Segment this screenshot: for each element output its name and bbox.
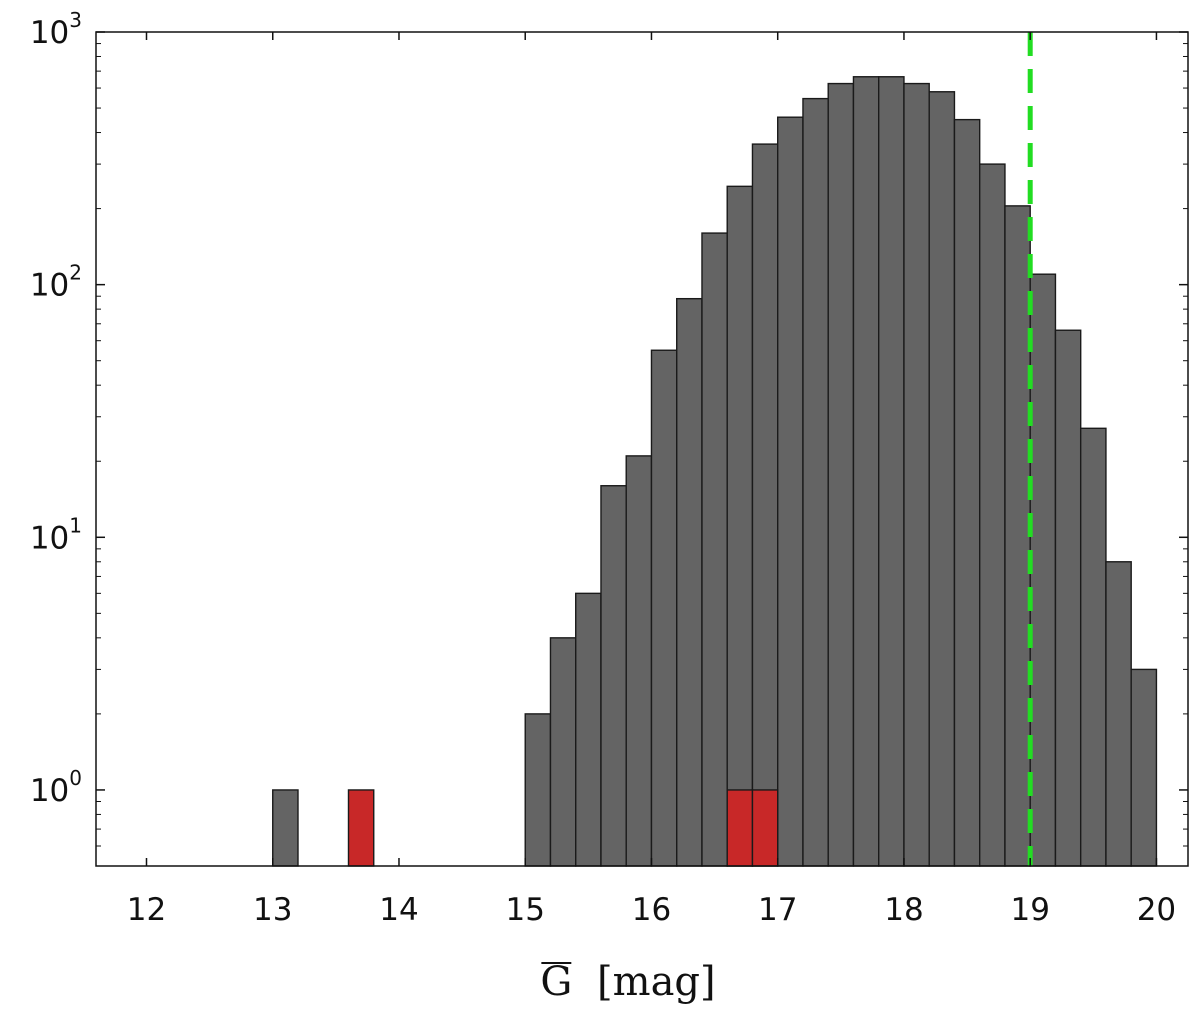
bar-gray-23 <box>1079 427 1107 867</box>
plot-frame <box>95 31 1189 867</box>
y-tick-label: 101 <box>30 513 82 556</box>
y-tick-label: 102 <box>30 261 82 304</box>
x-tick-label: 12 <box>127 892 166 928</box>
bar-gray-19 <box>979 163 1006 867</box>
bar-gray-22 <box>1054 329 1082 867</box>
bar-gray-12 <box>802 97 829 867</box>
bar-gray-5 <box>625 455 653 867</box>
bar-gray-7 <box>676 297 703 867</box>
bar-gray-18 <box>953 118 981 867</box>
bar-gray-10 <box>751 143 779 867</box>
x-tick-label: 13 <box>253 892 292 928</box>
bar-gray-1 <box>524 713 552 867</box>
bar-gray-24 <box>1105 561 1132 867</box>
bar-gray-20 <box>1004 205 1031 867</box>
x-tick-label: 19 <box>1010 892 1049 928</box>
bar-gray-11 <box>777 116 804 867</box>
x-axis-label-unit: [mag] <box>597 959 716 1005</box>
bar-gray-2 <box>549 637 577 867</box>
bar-red-2 <box>751 789 779 867</box>
bar-gray-21 <box>1029 273 1057 867</box>
bar-gray-14 <box>852 76 880 867</box>
bar-red-1 <box>726 789 754 867</box>
bar-gray-0 <box>272 789 299 867</box>
bars-layer <box>272 76 1158 867</box>
bar-gray-16 <box>903 82 930 867</box>
y-tick-label-exponent: 0 <box>69 766 82 790</box>
bar-red-0 <box>347 789 375 867</box>
y-tick-label-base: 10 <box>30 268 69 304</box>
axis-labels-layer: G [mag] <box>540 959 715 1005</box>
bar-gray-13 <box>827 82 855 867</box>
bar-gray-25 <box>1130 668 1158 867</box>
x-tick-label: 14 <box>379 892 418 928</box>
y-tick-label-exponent: 2 <box>69 261 82 285</box>
bar-gray-4 <box>600 485 627 867</box>
x-axis-label-symbol: G <box>540 959 572 1005</box>
bar-gray-15 <box>878 76 905 867</box>
bar-gray-17 <box>928 91 956 867</box>
y-tick-label-base: 10 <box>30 520 69 556</box>
y-tick-label-base: 10 <box>30 15 69 51</box>
x-axis-label: G [mag] <box>540 959 715 1005</box>
x-tick-label: 18 <box>884 892 923 928</box>
bar-gray-8 <box>701 232 728 867</box>
x-tick-label: 20 <box>1137 892 1176 928</box>
y-tick-label: 103 <box>30 8 82 51</box>
x-tick-label: 16 <box>632 892 671 928</box>
bar-gray-9 <box>726 185 754 867</box>
y-tick-label-base: 10 <box>30 773 69 809</box>
x-tick-label: 17 <box>758 892 797 928</box>
y-tick-label-exponent: 1 <box>69 513 82 537</box>
bar-gray-3 <box>575 592 602 867</box>
y-tick-label-exponent: 3 <box>69 8 82 32</box>
bar-gray-6 <box>650 349 678 867</box>
x-tick-label: 15 <box>505 892 544 928</box>
y-tick-label: 100 <box>30 766 82 809</box>
